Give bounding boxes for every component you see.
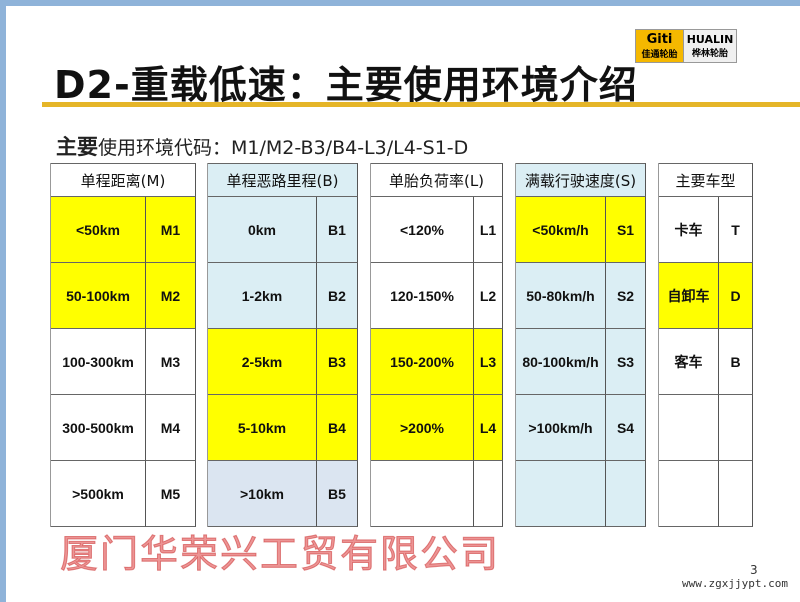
column-group: 主要车型 卡车 T 自卸车 D 客车 B (658, 163, 753, 527)
column-header: 满载行驶速度(S) (516, 163, 646, 197)
range-cell: 0km (208, 197, 317, 263)
page-number: 3 (750, 563, 758, 577)
code-cell: M1 (146, 197, 196, 263)
range-cell: 100-300km (51, 329, 146, 395)
range-cell: >100km/h (516, 395, 606, 461)
code-cell: B4 (317, 395, 358, 461)
code-cell: S2 (606, 263, 646, 329)
page-title: D2-重载低速：主要使用环境介绍 (54, 63, 638, 107)
range-cell: 自卸车 (659, 263, 719, 329)
range-cell: 50-100km (51, 263, 146, 329)
range-cell: >10km (208, 461, 317, 527)
range-cell: <120% (371, 197, 474, 263)
column-group: 满载行驶速度(S) <50km/h S1 50-80km/h S2 80-100km/h S… (515, 163, 646, 527)
range-cell: 120-150% (371, 263, 474, 329)
code-cell (606, 461, 646, 527)
subtitle-text: 使用环境代码：M1/M2-B3/B4-L3/L4-S1-D (98, 137, 469, 159)
subtitle-bold: 主要 (56, 135, 98, 159)
column-group: 单程距离(M) <50km M1 50-100km M2 100-300km M3 300-5… (50, 163, 196, 527)
range-cell (371, 461, 474, 527)
range-cell: 150-200% (371, 329, 474, 395)
column-header: 单胎负荷率(L) (371, 163, 503, 197)
range-cell: 1-2km (208, 263, 317, 329)
code-cell: L4 (474, 395, 503, 461)
code-cell: B5 (317, 461, 358, 527)
range-cell (516, 461, 606, 527)
title-divider (42, 102, 800, 107)
code-cell: D (719, 263, 753, 329)
footer-url: www.zgxjjypt.com (682, 577, 788, 590)
range-cell: 客车 (659, 329, 719, 395)
code-cell: L3 (474, 329, 503, 395)
column-group: 单程恶路里程(B) 0km B1 1-2km B2 2-5km B3 5-10km B4 >10k… (207, 163, 358, 527)
giti-logo: Giti 佳通轮胎 (635, 29, 684, 63)
range-cell: 50-80km/h (516, 263, 606, 329)
code-cell: M2 (146, 263, 196, 329)
range-cell: >200% (371, 395, 474, 461)
giti-logo-cn: 佳通轮胎 (641, 50, 678, 60)
column-group: 单胎负荷率(L) <120% L1 120-150% L2 150-200% L3 >200%… (370, 163, 503, 527)
range-cell: 5-10km (208, 395, 317, 461)
code-cell: M5 (146, 461, 196, 527)
range-cell (659, 461, 719, 527)
code-cell: M4 (146, 395, 196, 461)
giti-logo-en: Giti (646, 32, 673, 47)
code-cell: T (719, 197, 753, 263)
range-cell: 卡车 (659, 197, 719, 263)
hualin-logo-cn: 桦林轮胎 (691, 49, 728, 59)
code-cell: L1 (474, 197, 503, 263)
code-cell (719, 461, 753, 527)
code-cell: B1 (317, 197, 358, 263)
column-header: 单程恶路里程(B) (208, 163, 358, 197)
range-cell: <50km/h (516, 197, 606, 263)
code-cell: B2 (317, 263, 358, 329)
code-cell: B (719, 329, 753, 395)
code-cell: B3 (317, 329, 358, 395)
range-cell: 80-100km/h (516, 329, 606, 395)
range-cell: >500km (51, 461, 146, 527)
range-cell: 2-5km (208, 329, 317, 395)
hualin-logo-en: HUALIN (686, 33, 734, 46)
code-cell: S1 (606, 197, 646, 263)
code-cell: L2 (474, 263, 503, 329)
hualin-logo: HUALIN 桦林轮胎 (683, 29, 737, 63)
column-header: 主要车型 (659, 163, 753, 197)
code-cell: M3 (146, 329, 196, 395)
code-cell (719, 395, 753, 461)
subtitle: 主要使用环境代码：M1/M2-B3/B4-L3/L4-S1-D (56, 131, 468, 161)
column-header: 单程距离(M) (51, 163, 196, 197)
watermark: 厦门华荣兴工贸有限公司 (59, 532, 501, 577)
range-cell: <50km (51, 197, 146, 263)
range-cell (659, 395, 719, 461)
code-cell: S3 (606, 329, 646, 395)
range-cell: 300-500km (51, 395, 146, 461)
code-cell (474, 461, 503, 527)
code-cell: S4 (606, 395, 646, 461)
